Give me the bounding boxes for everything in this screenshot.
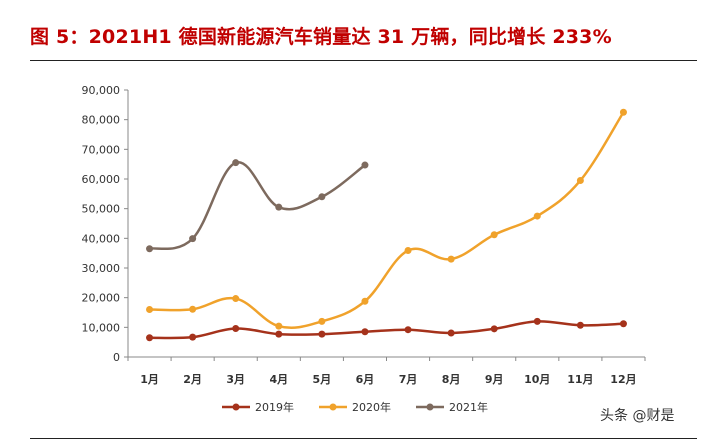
data-point	[361, 161, 369, 169]
legend-swatch-marker	[426, 403, 434, 411]
x-tick-label: 6月	[356, 373, 375, 386]
y-tick-label: 70,000	[82, 143, 121, 156]
data-point	[189, 235, 197, 243]
legend-label: 2019年	[255, 400, 294, 414]
x-tick-label: 7月	[399, 373, 418, 386]
legend-item: 2020年	[319, 400, 391, 414]
bottom-rule	[30, 438, 697, 439]
x-tick-label: 4月	[269, 373, 288, 386]
x-tick-label: 11月	[567, 373, 593, 386]
data-point	[576, 176, 584, 184]
data-point	[533, 212, 541, 220]
data-point	[404, 246, 412, 254]
legend-item: 2019年	[222, 400, 294, 414]
x-tick-label: 1月	[140, 373, 159, 386]
legend-swatch-marker	[232, 403, 240, 411]
data-point	[275, 330, 283, 338]
series-line	[149, 320, 624, 340]
y-tick-label: 40,000	[82, 232, 121, 245]
x-tick-label: 10月	[524, 373, 550, 386]
data-point	[318, 317, 326, 325]
data-point	[232, 295, 240, 303]
y-tick-label: 90,000	[82, 84, 121, 97]
data-point	[146, 245, 154, 253]
data-point	[533, 317, 541, 325]
data-point	[447, 255, 455, 263]
x-tick-label: 8月	[442, 373, 461, 386]
y-tick-label: 80,000	[82, 114, 121, 127]
legend-label: 2020年	[352, 400, 391, 414]
y-tick-label: 0	[113, 351, 120, 364]
data-point	[447, 329, 455, 337]
series-line	[149, 111, 625, 330]
series-line	[149, 161, 366, 251]
series-layer	[146, 108, 627, 342]
axis-layer: 0 10,000 20,000 30,000 40,000 50,000 60,000 70,…	[82, 84, 646, 386]
series-2	[146, 108, 627, 330]
top-rule	[30, 60, 697, 61]
data-point	[361, 328, 369, 336]
data-point	[576, 321, 584, 329]
data-point	[404, 326, 412, 334]
y-tick-label: 20,000	[82, 292, 121, 305]
data-point	[619, 320, 627, 328]
data-point	[361, 297, 369, 305]
y-tick-label: 60,000	[82, 173, 121, 186]
y-tick-label: 10,000	[82, 321, 121, 334]
figure-title: 图 5：2021H1 德国新能源汽车销量达 31 万辆，同比增长 233%	[30, 26, 612, 48]
data-point	[146, 306, 154, 314]
data-point	[619, 108, 627, 116]
data-point	[275, 203, 283, 211]
y-tick-label: 30,000	[82, 262, 121, 275]
data-point	[189, 333, 197, 341]
data-point	[318, 193, 326, 201]
data-point	[490, 231, 498, 239]
series-3	[146, 159, 369, 253]
legend-item: 2021年	[416, 400, 488, 414]
y-tick-label: 50,000	[82, 203, 121, 216]
data-point	[318, 330, 326, 338]
data-point	[146, 334, 154, 342]
x-tick-label: 3月	[226, 373, 245, 386]
data-point	[490, 325, 498, 333]
x-tick-label: 5月	[313, 373, 332, 386]
data-point	[232, 159, 240, 167]
watermark: 头条 @财是	[600, 408, 675, 424]
data-point	[189, 305, 197, 313]
x-tick-label: 12月	[610, 373, 636, 386]
x-tick-label: 2月	[183, 373, 202, 386]
data-point	[275, 322, 283, 330]
series-1	[146, 317, 627, 342]
legend-label: 2021年	[449, 400, 488, 414]
data-point	[232, 325, 240, 333]
legend-swatch-marker	[329, 403, 337, 411]
x-tick-label: 9月	[485, 373, 504, 386]
legend: 2019年 2020年 2021年	[222, 400, 488, 414]
